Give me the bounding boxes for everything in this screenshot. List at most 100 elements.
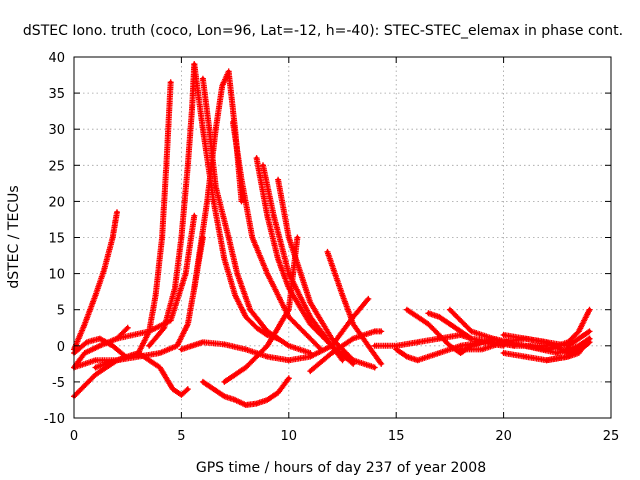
data-point (254, 401, 259, 406)
y-tick-label: 10 (48, 268, 65, 283)
data-point (501, 340, 506, 344)
data-point (250, 235, 255, 240)
data-point (179, 393, 184, 397)
data-point (576, 336, 581, 341)
y-axis-title: dSTEC / TECUs (6, 185, 22, 288)
data-point (115, 336, 119, 341)
data-point (394, 344, 399, 348)
data-point (213, 127, 218, 131)
data-point (147, 329, 151, 334)
data-point (171, 387, 175, 391)
data-point (523, 336, 527, 341)
data-point (458, 347, 463, 352)
plus-markers (71, 209, 120, 353)
data-point (287, 271, 291, 276)
data-point (97, 344, 102, 348)
data-point (93, 365, 98, 370)
data-point (93, 293, 98, 298)
series-line (72, 81, 172, 369)
data-point (226, 69, 231, 74)
data-point (587, 336, 592, 341)
data-point (179, 235, 184, 240)
data-point (244, 403, 248, 407)
data-point (265, 271, 270, 276)
data-point (308, 354, 313, 359)
data-point (379, 329, 383, 334)
data-point (233, 398, 237, 402)
series (199, 375, 292, 408)
x-tick-label: 25 (603, 429, 620, 444)
data-point (295, 235, 300, 240)
data-point (366, 344, 371, 348)
data-point (276, 257, 280, 261)
data-point (93, 358, 98, 363)
y-tick-label: 5 (57, 304, 65, 319)
data-point (190, 105, 194, 110)
series (230, 119, 324, 353)
series (146, 61, 198, 349)
data-point (271, 214, 276, 218)
data-point (308, 369, 313, 373)
x-tick-label: 20 (495, 429, 512, 444)
y-tick-label: 15 (48, 232, 65, 247)
data-point (168, 80, 173, 85)
data-point (480, 347, 484, 352)
data-point (458, 351, 463, 355)
data-point (287, 376, 291, 381)
data-point (587, 307, 592, 312)
data-point (394, 347, 399, 352)
data-point (523, 354, 527, 359)
data-point (192, 286, 197, 290)
series (71, 209, 120, 353)
data-point (469, 329, 474, 334)
plus-markers (178, 339, 292, 364)
data-point (379, 362, 383, 366)
data-point (85, 340, 89, 344)
data-point (340, 293, 345, 298)
data-point (372, 329, 377, 334)
data-point (458, 329, 463, 334)
data-point (175, 344, 179, 348)
data-point (265, 344, 270, 348)
y-tick-label: -5 (52, 376, 65, 391)
data-point (158, 365, 162, 370)
data-point (501, 333, 506, 337)
data-point (162, 325, 167, 330)
x-tick-label: 0 (70, 429, 78, 444)
series (285, 295, 372, 364)
data-point (110, 235, 115, 240)
data-point (207, 127, 212, 131)
data-point (366, 297, 371, 301)
data-point (125, 325, 130, 330)
axis-ticks: 0 5 10 15 20 25 -10 -5 0 5 10 15 20 25 30 35 40 (44, 51, 620, 444)
data-point (276, 177, 280, 182)
data-point (248, 307, 252, 312)
data-point (220, 84, 225, 88)
series (199, 75, 314, 356)
data-point (415, 340, 420, 344)
data-point (183, 271, 188, 276)
data-point (261, 163, 265, 168)
data-point (254, 156, 259, 160)
data-point (201, 127, 205, 131)
data-point (437, 351, 441, 355)
data-point (351, 358, 356, 363)
data-point (186, 322, 190, 326)
data-point (308, 322, 313, 326)
data-point (372, 344, 377, 348)
data-point (329, 351, 334, 355)
data-point (458, 344, 463, 348)
data-point (544, 340, 549, 344)
data-point (201, 380, 205, 384)
data-point (158, 351, 162, 355)
data-point (235, 271, 240, 276)
data-point (287, 344, 291, 348)
data-point (115, 358, 119, 363)
series (307, 328, 385, 375)
data-point (222, 342, 227, 347)
data-point (587, 329, 592, 334)
data-point (201, 76, 205, 81)
data-point (168, 318, 173, 323)
data-point (244, 347, 248, 352)
